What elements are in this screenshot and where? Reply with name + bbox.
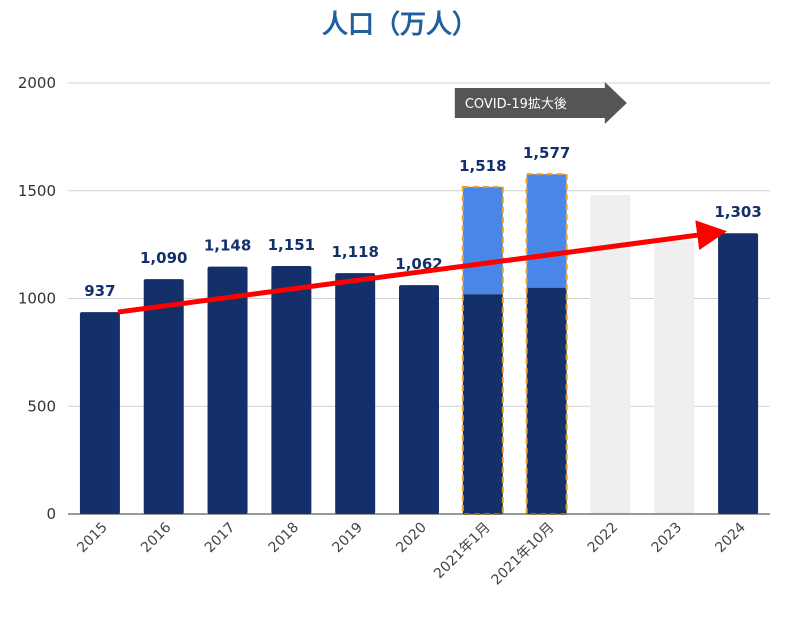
bar xyxy=(79,312,120,514)
y-tick-label: 500 xyxy=(27,397,56,415)
x-tick-label: 2016 xyxy=(138,519,175,556)
data-label: 1,303 xyxy=(714,203,761,221)
x-tick-label: 2021年10月 xyxy=(489,520,558,589)
chart-title: 人口（万人） xyxy=(321,10,478,40)
annotation-arrow-banner xyxy=(454,82,627,124)
bar-increase-segment xyxy=(526,174,567,288)
bar-increase-segment xyxy=(462,186,503,295)
bar-highlight-border xyxy=(525,173,568,515)
data-label: 1,090 xyxy=(140,249,187,267)
x-tick-label: 2018 xyxy=(266,520,303,557)
x-tick-label: 2024 xyxy=(712,519,749,556)
y-tick-label: 1500 xyxy=(18,182,56,200)
x-tick-label: 2015 xyxy=(74,520,111,557)
bar xyxy=(207,266,248,514)
data-label: 1,577 xyxy=(523,144,570,162)
bar-faded xyxy=(590,195,631,514)
bar-highlight-border xyxy=(461,185,504,515)
data-label: 937 xyxy=(84,282,115,300)
x-tick-label: 2017 xyxy=(202,520,239,557)
y-tick-label: 1000 xyxy=(18,290,56,308)
bar xyxy=(271,265,312,514)
bar xyxy=(399,285,439,514)
bar xyxy=(335,273,376,514)
x-tick-label: 2020 xyxy=(393,520,430,557)
x-tick-label: 2023 xyxy=(649,520,686,557)
data-label: 1,118 xyxy=(331,243,378,261)
x-tick-label: 2022 xyxy=(585,520,622,557)
y-tick-label: 0 xyxy=(46,505,56,523)
data-label: 1,518 xyxy=(459,157,506,175)
x-tick-label: 2021年1月 xyxy=(431,520,494,583)
bar xyxy=(718,233,759,515)
trend-arrow xyxy=(117,220,727,315)
y-tick-label: 2000 xyxy=(18,74,56,92)
data-label: 1,148 xyxy=(204,237,251,255)
bar-base-segment xyxy=(462,294,503,514)
bar-faded xyxy=(654,240,695,514)
bar-base-segment xyxy=(526,287,567,514)
x-tick-label: 2019 xyxy=(329,520,366,557)
data-label: 1,151 xyxy=(268,236,315,254)
annotation-label: COVID-19拡大後 xyxy=(465,97,567,112)
bar xyxy=(143,279,184,514)
